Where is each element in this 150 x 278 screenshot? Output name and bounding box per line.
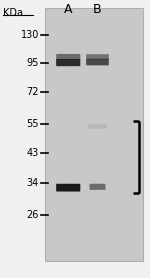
Text: 26: 26 [27,210,39,220]
FancyBboxPatch shape [90,184,105,190]
FancyBboxPatch shape [88,124,107,129]
Text: 34: 34 [27,178,39,188]
Text: 130: 130 [21,30,39,40]
FancyBboxPatch shape [56,59,80,66]
Text: 55: 55 [27,119,39,129]
FancyBboxPatch shape [56,54,80,60]
Text: KDa: KDa [3,8,23,18]
Text: A: A [64,3,72,16]
Text: 43: 43 [27,148,39,158]
Text: 72: 72 [27,87,39,97]
FancyBboxPatch shape [86,54,109,60]
FancyBboxPatch shape [56,184,80,192]
Text: 95: 95 [27,58,39,68]
Bar [45,8,142,261]
Text: B: B [93,3,102,16]
FancyBboxPatch shape [86,59,109,65]
